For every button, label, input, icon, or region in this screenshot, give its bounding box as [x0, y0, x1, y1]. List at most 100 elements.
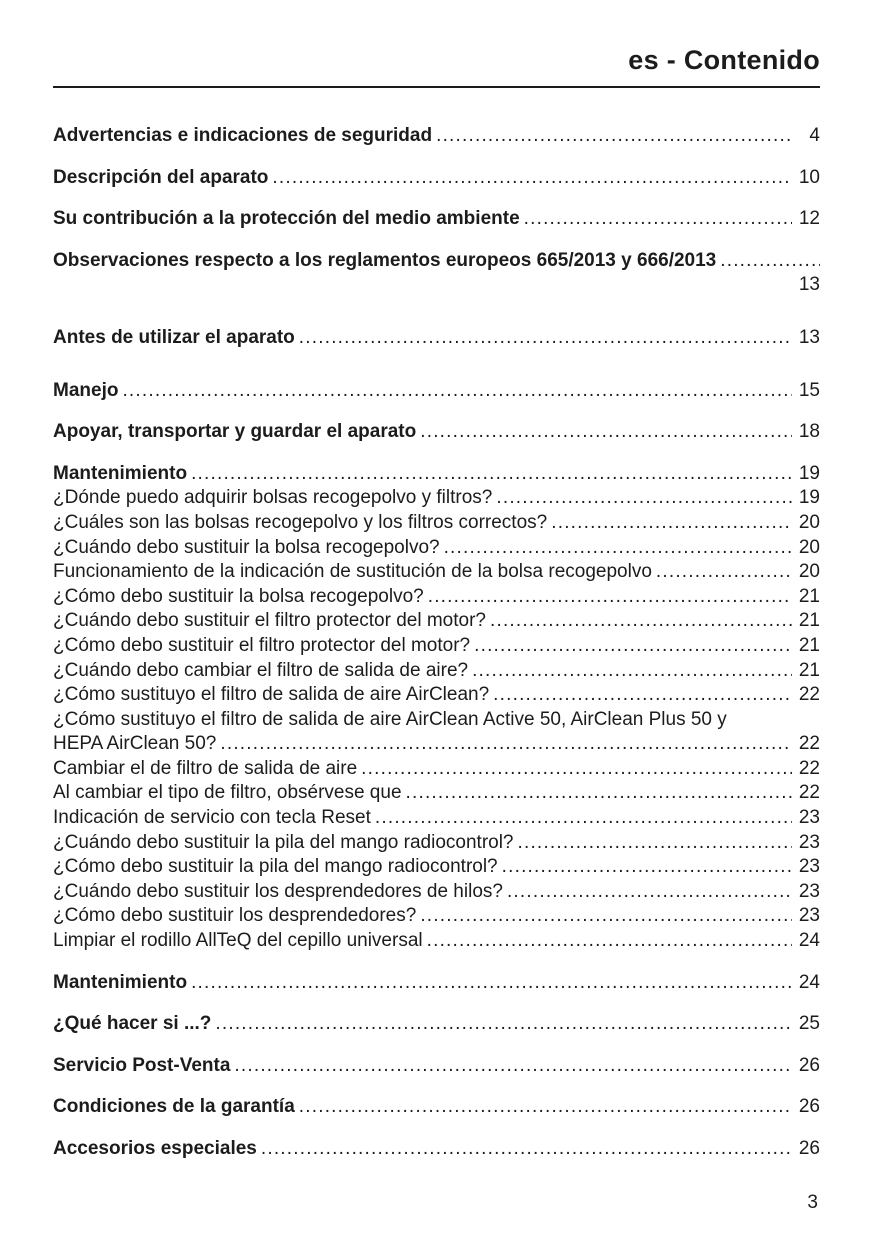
toc-entry-page: 21 — [798, 610, 820, 632]
toc-entry-label: Funcionamiento de la indicación de susti… — [53, 561, 652, 583]
toc-entry-page: 12 — [798, 208, 820, 230]
dot-leader — [524, 207, 792, 232]
toc-entry: Indicación de servicio con tecla Reset 23 — [53, 806, 820, 831]
toc-entry-label: Limpiar el rodillo AllTeQ del cepillo un… — [53, 930, 423, 952]
toc-list: Advertencias e indicaciones de seguridad… — [53, 124, 820, 1162]
toc-entry-label: Mantenimiento — [53, 462, 188, 484]
toc-entry-page: 20 — [798, 511, 820, 533]
toc-entry: Su contribución a la protección del medi… — [53, 207, 820, 232]
toc-entry-label: ¿Cómo sustituyo el filtro de salida de a… — [53, 684, 490, 706]
dot-leader — [551, 511, 792, 536]
toc-entry-page: 21 — [798, 634, 820, 656]
toc-entry-page: 20 — [798, 561, 820, 583]
toc-entry: ¿Cuándo debo sustituir los desprendedore… — [53, 880, 820, 905]
toc-entry: Manejo 15 — [53, 379, 820, 404]
toc-entry-page: 23 — [798, 856, 820, 878]
toc-entry: Servicio Post-Venta 26 — [53, 1054, 820, 1079]
dot-leader — [361, 757, 792, 782]
toc-entry-page: 19 — [798, 462, 820, 484]
dot-leader — [215, 1012, 792, 1037]
toc-entry-page: 24 — [798, 971, 820, 993]
toc-entry: Funcionamiento de la indicación de susti… — [53, 560, 820, 585]
toc-entry: ¿Cuándo debo sustituir la pila del mango… — [53, 831, 820, 856]
dot-leader — [406, 781, 792, 806]
toc-entry-page: 22 — [798, 757, 820, 779]
toc-entry-label: ¿Qué hacer si ...? — [53, 1013, 212, 1035]
toc-entry: Accesorios especiales 26 — [53, 1137, 820, 1162]
toc-entry-label: Mantenimiento — [53, 971, 188, 993]
toc-entry-label: ¿Cómo debo sustituir la bolsa recogepolv… — [53, 585, 424, 607]
dot-leader — [502, 855, 792, 880]
toc-entry-label: HEPA AirClean 50? — [53, 733, 217, 755]
toc-entry-page: 21 — [798, 659, 820, 681]
toc-entry: Condiciones de la garantía 26 — [53, 1095, 820, 1120]
dot-leader — [420, 904, 792, 929]
toc-entry-page: 4 — [809, 125, 820, 146]
toc-entry: ¿Cómo debo sustituir los desprendedores?… — [53, 904, 820, 929]
dot-leader — [234, 1054, 792, 1079]
toc-entry: ¿Cómo debo sustituir la pila del mango r… — [53, 855, 820, 880]
toc-entry-page: 21 — [798, 585, 820, 607]
dot-leader — [496, 486, 792, 511]
header-divider — [53, 86, 820, 88]
toc-entry: Antes de utilizar el aparato 13 — [53, 326, 820, 351]
toc-entry: ¿Cómo debo sustituir el filtro protector… — [53, 634, 820, 659]
dot-leader — [420, 420, 792, 445]
toc-entry-label: ¿Cómo debo sustituir los desprendedores? — [53, 905, 417, 927]
dot-leader — [436, 124, 792, 149]
dot-leader — [493, 683, 792, 708]
dot-leader — [472, 659, 792, 684]
toc-entry: Mantenimiento 24 — [53, 971, 820, 996]
toc-entry-label: ¿Cómo sustituyo el filtro de salida de a… — [53, 708, 727, 730]
dot-leader — [220, 732, 792, 757]
toc-entry: Cambiar el de filtro de salida de aire 22 — [53, 757, 820, 782]
toc-entry: Descripción del aparato 10 — [53, 166, 820, 191]
toc-entry-page: 10 — [798, 166, 820, 188]
toc-entry-label: ¿Cuándo debo sustituir el filtro protect… — [53, 610, 486, 632]
dot-leader — [507, 880, 792, 905]
toc-entry-label: Antes de utilizar el aparato — [53, 326, 295, 348]
toc-entry-page: 13 — [798, 326, 820, 348]
toc-entry-page: 19 — [798, 487, 820, 509]
toc-entry-page: 22 — [798, 684, 820, 706]
page-footer: 3 — [807, 1192, 818, 1214]
toc-entry-label: Condiciones de la garantía — [53, 1096, 295, 1118]
toc-entry: ¿Cómo debo sustituir la bolsa recogepolv… — [53, 585, 820, 610]
dot-leader — [191, 462, 792, 487]
dot-leader — [490, 609, 792, 634]
toc-entry-label: Cambiar el de filtro de salida de aire — [53, 757, 358, 779]
toc-entry-label: Al cambiar el tipo de filtro, obsérvese … — [53, 782, 402, 804]
toc-entry-page: 23 — [798, 880, 820, 902]
toc-entry-page: 25 — [798, 1013, 820, 1035]
toc-entry-label: ¿Cuándo debo sustituir la pila del mango… — [53, 831, 514, 853]
dot-leader — [122, 379, 792, 404]
toc-entry-label: ¿Dónde puedo adquirir bolsas recogepolvo… — [53, 487, 493, 509]
toc-entry-page: 26 — [798, 1054, 820, 1076]
toc-entry-label: ¿Cuándo debo sustituir los desprendedore… — [53, 880, 503, 902]
toc-entry-page: 23 — [798, 831, 820, 853]
dot-leader — [656, 560, 792, 585]
dot-leader — [272, 166, 792, 191]
toc-entry-page: 24 — [798, 930, 820, 952]
toc-entry-page: 13 — [798, 274, 820, 296]
toc-entry: Advertencias e indicaciones de seguridad… — [53, 124, 820, 149]
toc-entry-label: Servicio Post-Venta — [53, 1054, 231, 1076]
toc-entry: Apoyar, transportar y guardar el aparato… — [53, 420, 820, 445]
toc-entry-page: 15 — [798, 379, 820, 401]
dot-leader — [375, 806, 792, 831]
toc-entry-page: 20 — [798, 536, 820, 558]
toc-entry-label: Apoyar, transportar y guardar el aparato — [53, 421, 417, 443]
toc-entry-label: Su contribución a la protección del medi… — [53, 208, 520, 230]
dot-leader — [299, 1095, 792, 1120]
toc-entry-page: 18 — [798, 421, 820, 443]
toc-entry: ¿Cuándo debo sustituir la bolsa recogepo… — [53, 536, 820, 561]
toc-entry: ¿Cuándo debo cambiar el filtro de salida… — [53, 659, 820, 684]
toc-entry: ¿Cómo sustituyo el filtro de salida de a… — [53, 683, 820, 708]
document-header: es - Contenido — [53, 44, 820, 88]
page-number: 3 — [807, 1192, 818, 1213]
toc-entry-page: 22 — [798, 733, 820, 755]
toc-entry-page: 26 — [798, 1138, 820, 1159]
toc-entry-label: Advertencias e indicaciones de seguridad — [53, 125, 433, 146]
toc-entry: Limpiar el rodillo AllTeQ del cepillo un… — [53, 929, 820, 954]
